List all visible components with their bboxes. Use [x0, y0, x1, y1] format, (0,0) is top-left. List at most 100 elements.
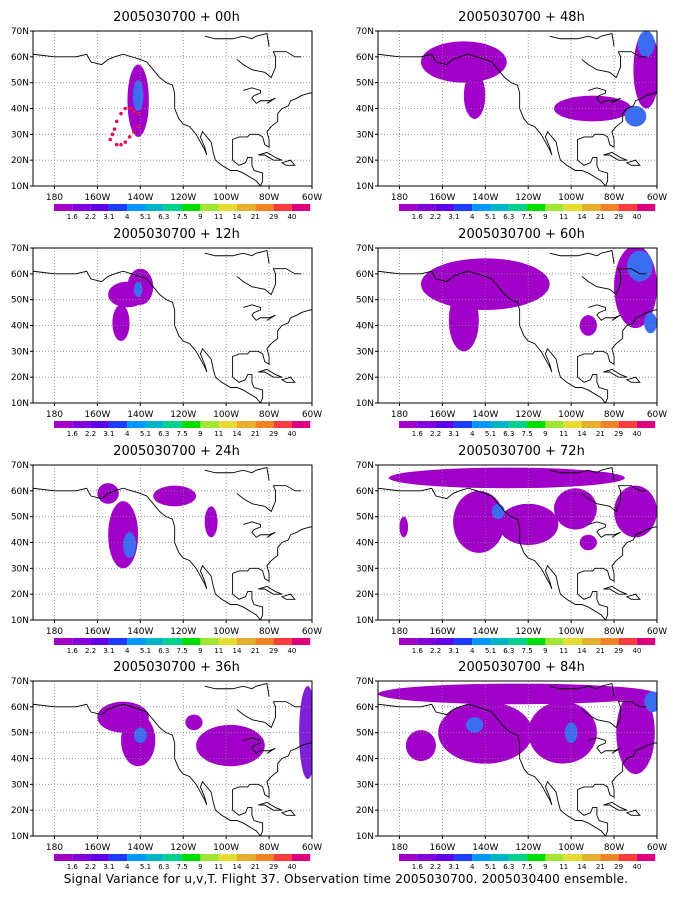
colorbar-label: 40 — [287, 430, 296, 438]
variance-blob — [448, 289, 479, 352]
colorbar-label: 14 — [578, 647, 587, 655]
panel-title: 2005030700 + 00h — [113, 10, 240, 25]
colorbar-label: 11 — [559, 863, 568, 871]
island-outline — [258, 151, 283, 161]
lat-tick-label: 60N — [11, 270, 29, 280]
colorbar-label: 11 — [214, 647, 223, 655]
coastline-segment — [577, 92, 657, 186]
variance-blob — [644, 312, 657, 334]
coastline-segment — [232, 92, 312, 186]
coastline-segment — [204, 467, 270, 481]
colorbar-label: 4 — [470, 213, 475, 221]
coastline-segment — [588, 304, 621, 321]
island-outline — [280, 809, 296, 816]
lat-tick-label: 70N — [11, 461, 29, 471]
lon-tick-label: 120W — [515, 843, 541, 853]
grid-lines — [33, 681, 312, 836]
coastline-segment — [33, 270, 261, 403]
colorbar-label: 9 — [543, 863, 547, 871]
colorbar-swatch — [636, 421, 656, 428]
colorbar-label: 6.3 — [158, 863, 169, 871]
colorbar-label: 7.5 — [177, 213, 188, 221]
colorbar-swatch — [618, 854, 637, 861]
lon-tick-label: 60W — [302, 843, 322, 853]
lon-tick-label: 80W — [259, 410, 279, 420]
colorbar-label: 1.6 — [67, 213, 79, 221]
variance-blob — [553, 488, 597, 530]
colorbar-label: 21 — [251, 863, 260, 871]
coastline-segment — [549, 683, 615, 697]
axis-labels: 180 160W 140W 120W 100W 80W 60W 10N 20N 30N 40N 50N… — [356, 244, 667, 420]
colorbar-label: 6.3 — [158, 647, 169, 655]
lat-tick-label: 40N — [356, 755, 374, 765]
lon-tick-label: 140W — [472, 193, 498, 203]
axis-labels: 180 160W 140W 120W 100W 80W 60W 10N 20N 30N 40N 50N… — [11, 677, 322, 853]
track-point — [132, 129, 136, 134]
variance-blob — [498, 503, 559, 546]
panel-title: 2005030700 + 84h — [458, 660, 585, 675]
lon-tick-label: 140W — [127, 843, 153, 853]
colorbar-swatch — [472, 854, 491, 861]
map-panel: 2005030700 + 12h 180 160W 140W 120W 100W 80W 60… — [11, 227, 322, 438]
track-point — [132, 109, 136, 113]
colorbar-swatch — [435, 204, 454, 211]
colorbar-swatch — [72, 204, 91, 211]
coastline-segment — [577, 309, 657, 403]
colorbar-label: 11 — [559, 213, 568, 221]
colorbar-swatch — [527, 204, 546, 211]
colorbar-swatch — [127, 204, 146, 211]
colorbar-label: 14 — [233, 647, 242, 655]
lon-tick-label: 80W — [259, 193, 279, 203]
colorbar-label: 40 — [632, 430, 641, 438]
island-outline — [625, 376, 641, 383]
colorbar-swatch — [237, 204, 256, 211]
variance-blob — [614, 485, 657, 538]
lat-tick-label: 70N — [11, 677, 29, 687]
lat-tick-label: 10N — [356, 182, 374, 192]
colorbar-swatch — [54, 421, 73, 428]
colorbar-label: 9 — [543, 213, 547, 221]
map-panel: 2005030700 + 60h 180 160W 140W 120W 100W 80W 60… — [356, 227, 667, 438]
colorbar-label: 5.1 — [485, 430, 496, 438]
colorbar-swatch — [108, 204, 128, 211]
lon-tick-label: 100W — [558, 843, 584, 853]
lon-tick-label: 160W — [84, 627, 110, 637]
lat-tick-label: 50N — [356, 729, 374, 739]
coastline — [33, 467, 312, 620]
axis-labels: 180 160W 140W 120W 100W 80W 60W 10N 20N 30N 40N 50N… — [356, 677, 667, 853]
colorbar-label: 7.5 — [522, 863, 533, 871]
lon-tick-label: 80W — [604, 627, 624, 637]
coastline-segment — [232, 309, 312, 403]
lon-tick-label: 60W — [647, 843, 667, 853]
colorbar-label: 21 — [251, 647, 260, 655]
colorbar-swatch — [453, 638, 473, 645]
colorbar-swatch — [435, 421, 454, 428]
lat-tick-label: 50N — [11, 729, 29, 739]
colorbar-swatch — [417, 421, 436, 428]
colorbar-label: 7.5 — [522, 430, 533, 438]
colorbar-label: 7.5 — [177, 647, 188, 655]
lat-tick-label: 10N — [356, 616, 374, 626]
colorbar-label: 9 — [543, 647, 547, 655]
grid-lines — [378, 248, 657, 403]
colorbar-swatch — [54, 638, 73, 645]
lon-tick-label: 160W — [84, 843, 110, 853]
lon-tick-label: 120W — [515, 627, 541, 637]
colorbar-label: 5.1 — [140, 647, 151, 655]
track-point — [114, 142, 119, 147]
colorbar-swatch — [618, 204, 637, 211]
lat-tick-label: 20N — [11, 156, 29, 166]
lat-tick-label: 70N — [11, 244, 29, 254]
colorbar-label: 14 — [578, 213, 587, 221]
lat-tick-label: 20N — [356, 373, 374, 383]
coastline — [378, 250, 657, 403]
colorbar-swatch — [291, 854, 311, 861]
lon-tick-label: 160W — [429, 410, 455, 420]
colorbar-swatch — [108, 854, 128, 861]
lon-tick-label: 140W — [127, 627, 153, 637]
variance-blob — [624, 105, 647, 127]
grid-lines — [33, 248, 312, 403]
colorbar-label: 5.1 — [140, 213, 151, 221]
lon-tick-label: 60W — [647, 627, 667, 637]
colorbar-label: 1.6 — [67, 863, 79, 871]
